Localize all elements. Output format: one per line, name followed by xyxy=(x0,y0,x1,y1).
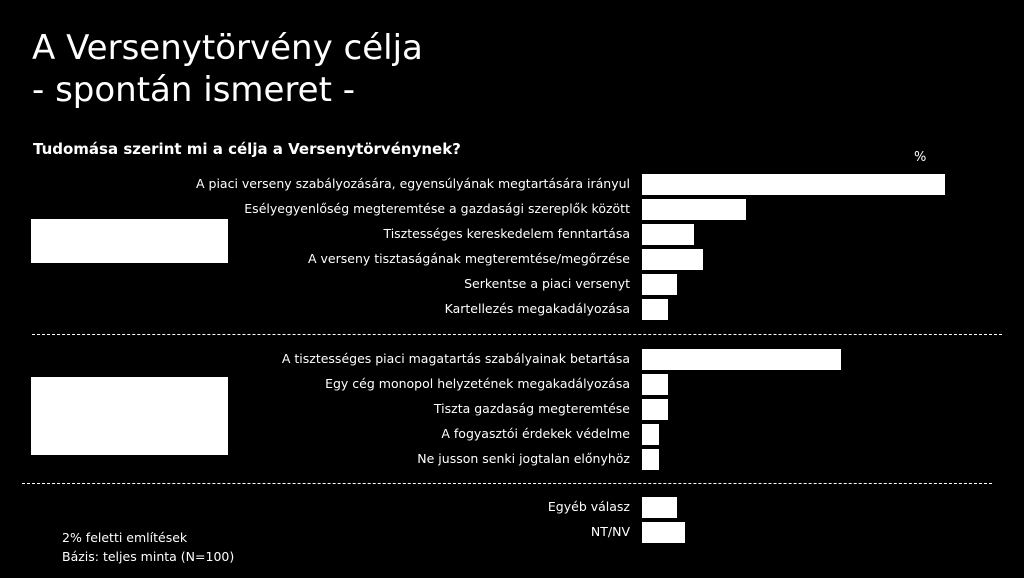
group-divider-2 xyxy=(22,483,992,484)
bar xyxy=(642,174,945,195)
unit-label: % xyxy=(914,150,927,165)
category-label: Serkentse a piaci versenyt xyxy=(464,276,630,291)
category-label: Ne jusson senki jogtalan előnyhöz xyxy=(417,451,630,466)
bar xyxy=(642,522,685,543)
category-label: Egyéb válasz xyxy=(547,499,630,514)
category-label: A tisztességes piaci magatartás szabálya… xyxy=(281,351,630,366)
category-label: Kartellezés megakadályozása xyxy=(444,301,630,316)
category-label: Tiszta gazdaság megteremtése xyxy=(433,401,630,416)
bar xyxy=(642,349,841,370)
group-2-label-box xyxy=(31,377,228,455)
bar xyxy=(642,399,668,420)
note-base: Bázis: teljes minta (N=100) xyxy=(62,549,235,564)
bar xyxy=(642,274,677,295)
note-mentions: 2% feletti említések xyxy=(62,530,188,545)
category-label: A piaci verseny szabályozására, egyensúl… xyxy=(195,176,630,191)
bar xyxy=(642,249,703,270)
bar xyxy=(642,424,659,445)
bar xyxy=(642,449,659,470)
title-line-1: A Versenytörvény célja xyxy=(32,28,423,68)
category-label: A fogyasztói érdekek védelme xyxy=(441,426,630,441)
group-divider-1 xyxy=(32,334,1002,335)
category-label: Esélyegyenlőség megteremtése a gazdasági… xyxy=(244,201,630,216)
category-label: Egy cég monopol helyzetének megakadályoz… xyxy=(325,376,630,391)
bar xyxy=(642,299,668,320)
category-label: Tisztességes kereskedelem fenntartása xyxy=(383,226,630,241)
category-label: A verseny tisztaságának megteremtése/meg… xyxy=(308,251,630,266)
bar xyxy=(642,199,746,220)
category-label: NT/NV xyxy=(590,524,630,539)
bar xyxy=(642,497,677,518)
group-1-label-box xyxy=(31,219,228,263)
bar xyxy=(642,224,694,245)
page-title: A Versenytörvény célja - spontán ismeret… xyxy=(32,27,423,111)
title-line-2: - spontán ismeret - xyxy=(32,70,355,110)
bar xyxy=(642,374,668,395)
question-text: Tudomása szerint mi a célja a Versenytör… xyxy=(33,140,461,158)
